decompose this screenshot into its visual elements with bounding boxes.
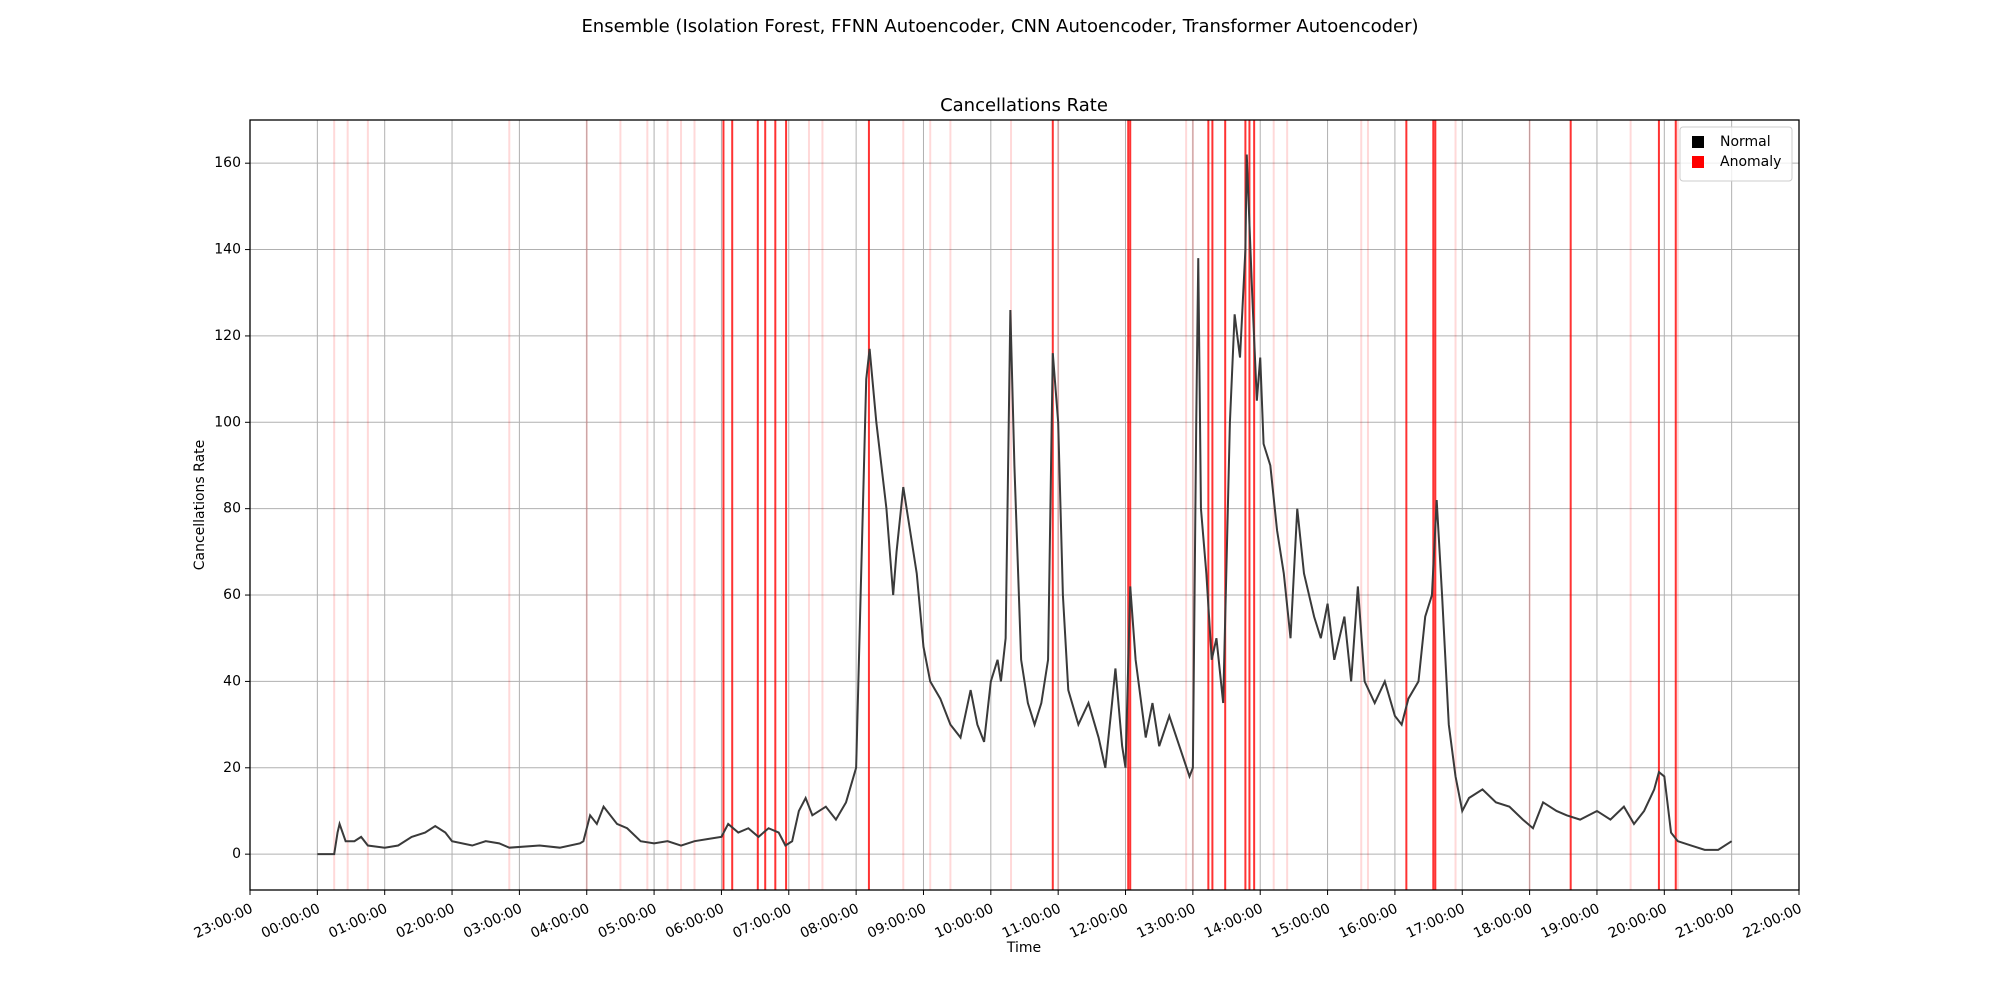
y-tick-label: 20 bbox=[223, 760, 241, 776]
y-tick-label: 60 bbox=[223, 587, 241, 603]
suptitle: Ensemble (Isolation Forest, FFNN Autoenc… bbox=[581, 16, 1418, 37]
y-tick-label: 140 bbox=[214, 242, 241, 258]
plot-frame bbox=[249, 119, 1800, 891]
y-tick-label: 160 bbox=[214, 155, 241, 171]
data-line bbox=[317, 154, 1733, 856]
y-tick-label: 40 bbox=[223, 673, 241, 689]
y-tick-label: 100 bbox=[214, 414, 241, 430]
chart-title: Cancellations Rate bbox=[940, 95, 1108, 116]
legend-label: Anomaly bbox=[1720, 154, 1781, 170]
legend-swatch bbox=[1692, 136, 1704, 148]
legend-box bbox=[1679, 126, 1793, 182]
y-tick-label: 0 bbox=[232, 846, 241, 862]
legend-swatch bbox=[1692, 156, 1704, 168]
y-tick-label: 120 bbox=[214, 328, 241, 344]
x-axis-label: Time bbox=[1006, 940, 1041, 956]
y-axis-label: Cancellations Rate bbox=[192, 440, 208, 571]
y-tick-label: 80 bbox=[223, 501, 241, 517]
legend-label: Normal bbox=[1720, 134, 1771, 150]
